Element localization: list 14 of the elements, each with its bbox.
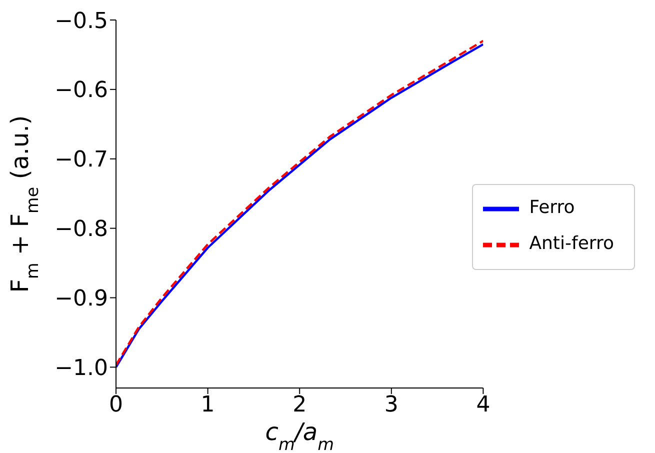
legend-label: Anti-ferro bbox=[529, 233, 614, 254]
x-tick-label: 3 bbox=[384, 392, 398, 418]
y-tick-label: −0.5 bbox=[54, 8, 108, 34]
y-tick-label: −0.6 bbox=[54, 78, 108, 104]
x-axis-title: c$_{m}$/a$_{m}$ bbox=[265, 418, 334, 453]
y-tick-label: −0.9 bbox=[54, 286, 108, 312]
x-tick-label: 4 bbox=[476, 392, 490, 418]
y-tick-label: −0.8 bbox=[54, 217, 108, 242]
y-tick-label: −0.7 bbox=[54, 148, 108, 173]
legend-label: Ferro bbox=[529, 197, 575, 218]
x-tick-label: 0 bbox=[109, 392, 123, 418]
x-tick-label: 2 bbox=[292, 392, 307, 418]
y-tick-label: −1.0 bbox=[54, 356, 108, 381]
x-tick-label: 1 bbox=[200, 392, 215, 418]
